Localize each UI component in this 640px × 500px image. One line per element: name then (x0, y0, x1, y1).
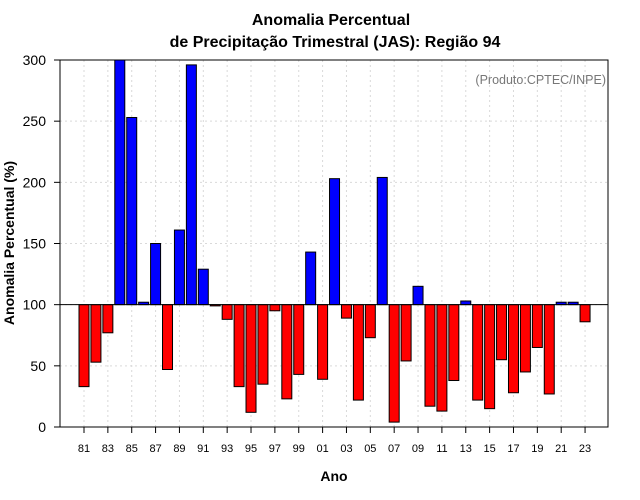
x-axis-ticks: 81 83 85 87 89 91 93 95 97 99 01 03 05 07 09 11 13 15 17 19… (78, 427, 591, 455)
bar-87 (150, 243, 162, 306)
x-tick-label-15: 15 (483, 443, 495, 455)
bar-09 (412, 285, 424, 306)
x-tick-label-11: 11 (436, 443, 447, 455)
x-tick-label-23: 23 (579, 443, 591, 455)
x-tick-label-95: 95 (245, 443, 257, 455)
bar-96 (257, 304, 269, 385)
bar-02 (329, 178, 341, 306)
bars (78, 59, 591, 423)
x-tick-label-91: 91 (197, 443, 209, 455)
y-axis-label: Anomalia Percentual (%) (1, 161, 17, 325)
bar-14 (472, 304, 484, 401)
x-tick-label-17: 17 (507, 443, 519, 455)
bar-01 (317, 304, 329, 380)
x-tick-label-87: 87 (149, 443, 161, 455)
bar-98 (281, 304, 293, 400)
bar-23 (579, 304, 591, 323)
x-tick-label-83: 83 (102, 443, 114, 455)
bar-10 (424, 304, 436, 407)
x-tick-label-85: 85 (126, 443, 138, 455)
bar-94 (233, 304, 245, 388)
bar-82 (90, 304, 102, 363)
y-tick-label-200: 200 (23, 174, 47, 190)
bar-08 (400, 304, 412, 362)
bar-89 (173, 229, 185, 306)
y-axis-ticks: 0 50 100 150 200 250 300 (23, 52, 60, 435)
bar-99 (293, 304, 305, 375)
bar-85 (126, 116, 138, 306)
bar-15 (484, 304, 496, 410)
y-tick-label-0: 0 (38, 419, 46, 435)
bar-88 (162, 304, 174, 371)
x-tick-label-99: 99 (293, 443, 305, 455)
bar-03 (340, 304, 352, 319)
x-tick-label-13: 13 (460, 443, 472, 455)
y-tick-label-100: 100 (23, 297, 47, 313)
bar-18 (519, 304, 531, 373)
x-tick-label-93: 93 (221, 443, 233, 455)
bar-83 (102, 304, 114, 334)
bar-04 (352, 304, 364, 401)
chart-title-line-1: Anomalia Percentual (252, 12, 410, 29)
x-tick-label-03: 03 (340, 443, 352, 455)
bar-84 (114, 59, 126, 306)
x-tick-label-89: 89 (173, 443, 185, 455)
x-tick-label-19: 19 (531, 443, 543, 455)
bar-91 (197, 268, 209, 306)
bar-07 (388, 304, 400, 423)
y-tick-label-50: 50 (30, 358, 46, 374)
x-tick-label-21: 21 (555, 443, 567, 455)
bar-93 (221, 304, 233, 320)
x-axis-label: Ano (320, 468, 347, 484)
bar-05 (364, 304, 376, 339)
bar-97 (269, 304, 281, 312)
x-tick-label-97: 97 (269, 443, 281, 455)
x-tick-label-81: 81 (78, 443, 90, 455)
bar-90 (185, 64, 197, 306)
x-tick-label-05: 05 (364, 443, 376, 455)
source-annotation: (Produto:CPTEC/INPE) (475, 73, 606, 87)
y-tick-label-250: 250 (23, 113, 47, 129)
bar-95 (245, 304, 257, 413)
bar-81 (78, 304, 90, 388)
bar-16 (496, 304, 508, 361)
bar-00 (305, 251, 317, 306)
x-tick-label-07: 07 (388, 443, 400, 455)
bar-11 (436, 304, 448, 412)
chart-title-line-2: de Precipitação Trimestral (JAS): Região… (170, 34, 501, 51)
bar-20 (543, 304, 555, 395)
bar-06 (376, 176, 388, 306)
y-tick-label-150: 150 (23, 236, 47, 252)
bar-12 (448, 304, 460, 382)
x-tick-label-01: 01 (316, 443, 328, 455)
bar-17 (507, 304, 519, 394)
y-tick-label-300: 300 (23, 52, 47, 68)
bar-13 (460, 300, 472, 306)
bar-19 (531, 304, 543, 348)
x-tick-label-09: 09 (412, 443, 424, 455)
